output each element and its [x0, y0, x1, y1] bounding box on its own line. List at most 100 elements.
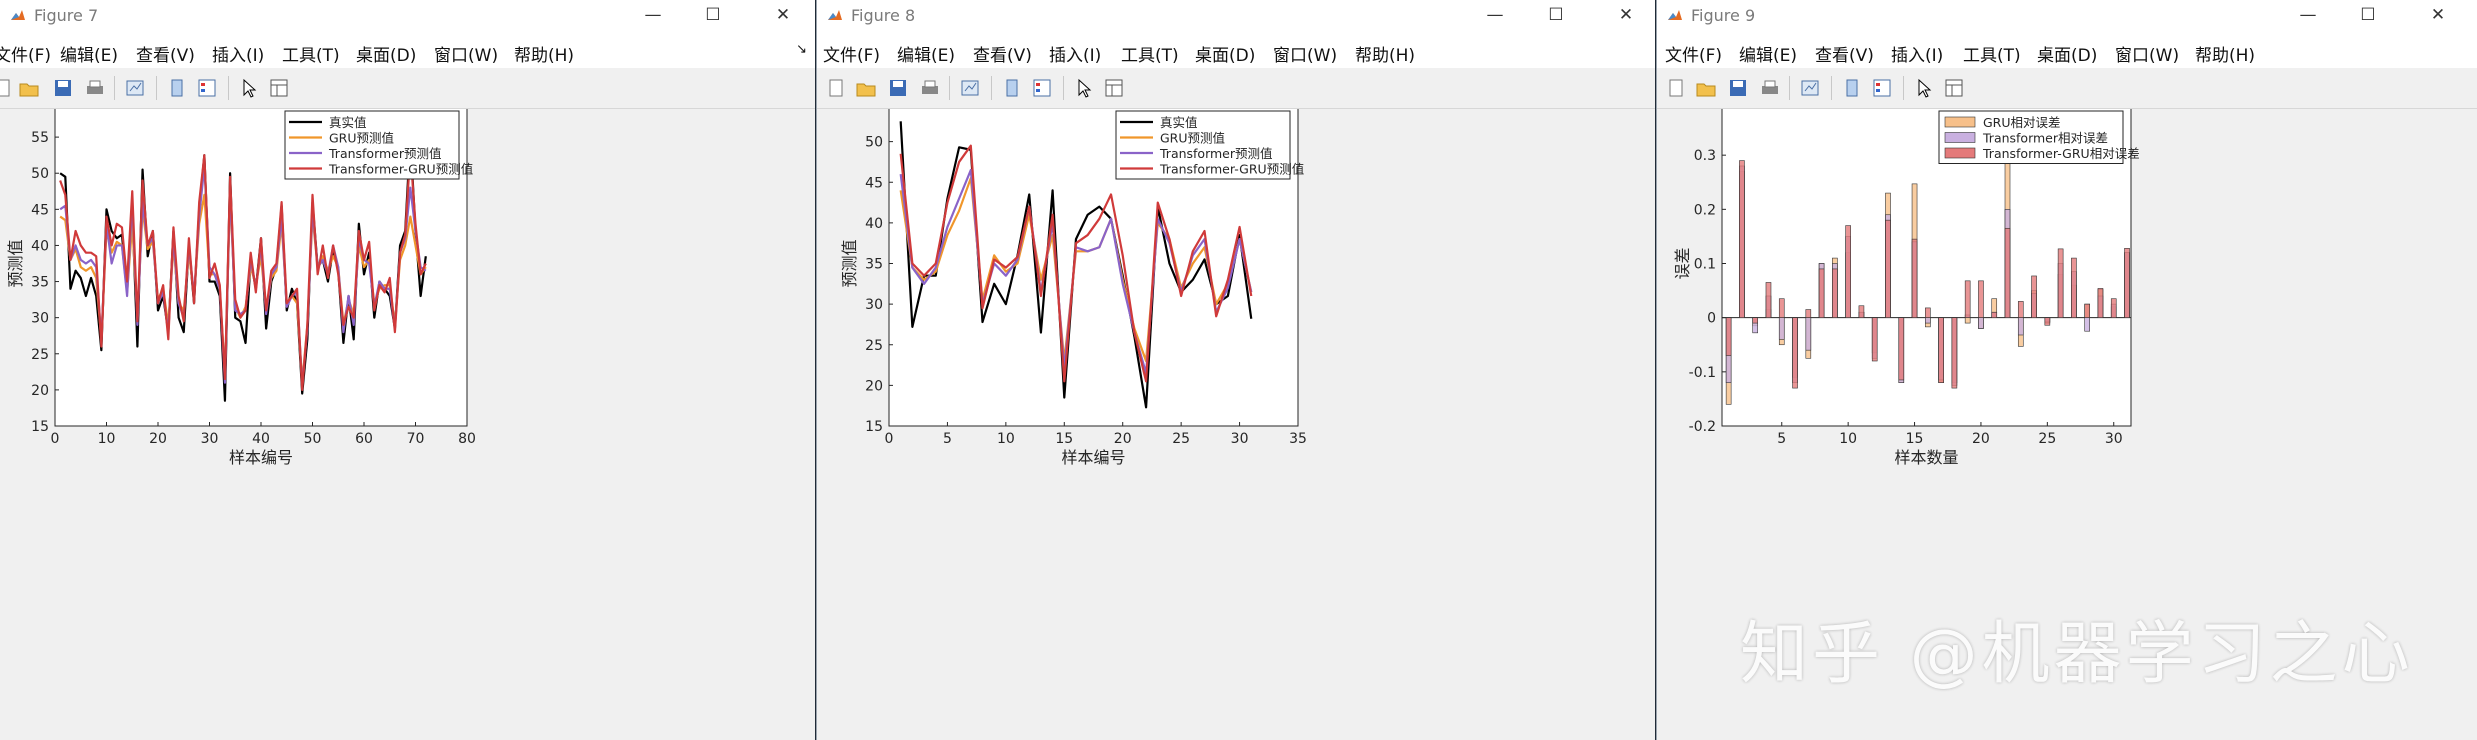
- close-button[interactable]: ✕: [2430, 5, 2446, 25]
- print-icon[interactable]: [84, 77, 106, 99]
- x-tick-label: 35: [1289, 431, 1307, 447]
- y-axis-label: 预测值: [840, 239, 859, 287]
- open-file-icon[interactable]: [855, 77, 877, 99]
- legend-swatch: [1944, 147, 1976, 159]
- menu-insert[interactable]: 插入(I): [212, 46, 265, 66]
- y-axis-label: 预测值: [6, 239, 25, 287]
- legend-icon[interactable]: [196, 77, 218, 99]
- bar-2-26: [2057, 248, 2064, 318]
- menu-help[interactable]: 帮助(H): [514, 46, 575, 66]
- menu-desktop[interactable]: 桌面(D): [356, 46, 417, 66]
- x-tick-label: 60: [355, 431, 373, 447]
- maximize-button[interactable]: ☐: [2360, 5, 2376, 25]
- close-button[interactable]: ✕: [1618, 5, 1634, 25]
- bar-2-7: [1805, 309, 1812, 318]
- save-icon[interactable]: [52, 77, 74, 99]
- title-bar[interactable]: Figure 8 — ☐ ✕: [817, 0, 1655, 32]
- link-plot-icon[interactable]: [1799, 77, 1821, 99]
- legend-icon[interactable]: [1871, 77, 1893, 99]
- save-icon[interactable]: [1727, 77, 1749, 99]
- menu-tools[interactable]: 工具(T): [282, 46, 340, 66]
- link-plot-icon[interactable]: [959, 77, 981, 99]
- bar-2-10: [1845, 225, 1851, 318]
- maximize-button[interactable]: ☐: [1548, 5, 1564, 25]
- new-figure-icon[interactable]: [825, 77, 847, 99]
- colorbar-icon[interactable]: [166, 77, 188, 99]
- print-icon[interactable]: [919, 77, 941, 99]
- x-tick-label: 5: [1777, 431, 1786, 447]
- open-file-icon[interactable]: [1695, 77, 1717, 99]
- menu-edit[interactable]: 编辑(E): [1739, 46, 1798, 66]
- menu-insert[interactable]: 插入(I): [1891, 46, 1944, 66]
- menu-insert[interactable]: 插入(I): [1049, 46, 1102, 66]
- x-tick-label: 10: [98, 431, 116, 447]
- pointer-icon[interactable]: [1073, 77, 1095, 99]
- title-bar[interactable]: Figure 9 — ☐ ✕: [1657, 0, 2477, 32]
- title-bar[interactable]: Figure 7 — ☐ ✕: [0, 0, 815, 32]
- menu-view[interactable]: 查看(V): [1815, 46, 1874, 66]
- menu-view[interactable]: 查看(V): [973, 46, 1032, 66]
- colorbar-icon[interactable]: [1841, 77, 1863, 99]
- menu-desktop[interactable]: 桌面(D): [1195, 46, 1256, 66]
- window-title: Figure 8: [851, 6, 916, 25]
- menu-bar: 文件(F) 编辑(E) 查看(V) 插入(I) 工具(T) 桌面(D) 窗口(W…: [817, 32, 1655, 68]
- bar-0-19: [1964, 317, 1971, 324]
- y-axis-label: 误差: [1673, 247, 1692, 279]
- x-tick-label: 0: [885, 431, 894, 447]
- y-tick-label: 50: [31, 166, 49, 182]
- new-figure-icon[interactable]: [0, 77, 14, 99]
- menu-tools[interactable]: 工具(T): [1963, 46, 2021, 66]
- window-title: Figure 9: [1691, 6, 1756, 25]
- bar-2-27: [2071, 257, 2077, 318]
- menu-edit[interactable]: 编辑(E): [60, 46, 119, 66]
- property-inspector-icon[interactable]: [268, 77, 290, 99]
- new-figure-icon[interactable]: [1665, 77, 1687, 99]
- y-tick-label: 55: [31, 130, 49, 146]
- menu-bar: 文件(F) 编辑(E) 查看(V) 插入(I) 工具(T) 桌面(D) 窗口(W…: [0, 32, 815, 68]
- x-tick-label: 30: [1231, 431, 1249, 447]
- dock-icon[interactable]: ↘: [796, 42, 807, 57]
- property-inspector-icon[interactable]: [1103, 77, 1125, 99]
- y-tick-label: 20: [865, 378, 883, 394]
- maximize-button[interactable]: ☐: [705, 5, 721, 25]
- menu-file[interactable]: 文件(F): [823, 46, 881, 66]
- x-tick-label: 25: [1172, 431, 1190, 447]
- bar-1-20: [1978, 317, 1984, 329]
- minimize-button[interactable]: —: [2299, 5, 2317, 25]
- menu-edit[interactable]: 编辑(E): [897, 46, 956, 66]
- menu-window[interactable]: 窗口(W): [2115, 46, 2180, 66]
- colorbar-icon[interactable]: [1001, 77, 1023, 99]
- property-inspector-icon[interactable]: [1943, 77, 1965, 99]
- menu-view[interactable]: 查看(V): [136, 46, 195, 66]
- save-icon[interactable]: [887, 77, 909, 99]
- menu-file[interactable]: 文件(F): [1665, 46, 1723, 66]
- pointer-icon[interactable]: [238, 77, 260, 99]
- legend-swatch: [1944, 116, 1976, 128]
- close-button[interactable]: ✕: [775, 5, 791, 25]
- bar-2-4: [1765, 282, 1772, 318]
- y-tick-label: 0.1: [1694, 257, 1716, 273]
- legend-icon[interactable]: [1031, 77, 1053, 99]
- open-file-icon[interactable]: [18, 77, 40, 99]
- legend: GRU相对误差Transformer相对误差Transformer-GRU相对误…: [1938, 110, 2140, 164]
- pointer-icon[interactable]: [1913, 77, 1935, 99]
- menu-tools[interactable]: 工具(T): [1121, 46, 1179, 66]
- menu-window[interactable]: 窗口(W): [434, 46, 499, 66]
- minimize-button[interactable]: —: [1486, 5, 1504, 25]
- menu-help[interactable]: 帮助(H): [2195, 46, 2256, 66]
- bar-2-8: [1818, 268, 1825, 318]
- y-tick-label: 45: [31, 202, 49, 218]
- menu-window[interactable]: 窗口(W): [1273, 46, 1338, 66]
- menu-desktop[interactable]: 桌面(D): [2037, 46, 2098, 66]
- link-plot-icon[interactable]: [124, 77, 146, 99]
- print-icon[interactable]: [1759, 77, 1781, 99]
- menu-file[interactable]: 文件(F): [0, 46, 52, 66]
- y-tick-label: 0.2: [1694, 202, 1716, 218]
- minimize-button[interactable]: —: [644, 5, 662, 25]
- legend-swatch: [1944, 132, 1976, 143]
- y-tick-label: 45: [865, 175, 883, 191]
- test-set-chart: 测试集预测结果对比0510152025303515202530354045505…: [840, 109, 1307, 467]
- bar-2-5: [1778, 298, 1785, 318]
- x-axis-label: 样本编号: [229, 448, 293, 467]
- menu-help[interactable]: 帮助(H): [1355, 46, 1416, 66]
